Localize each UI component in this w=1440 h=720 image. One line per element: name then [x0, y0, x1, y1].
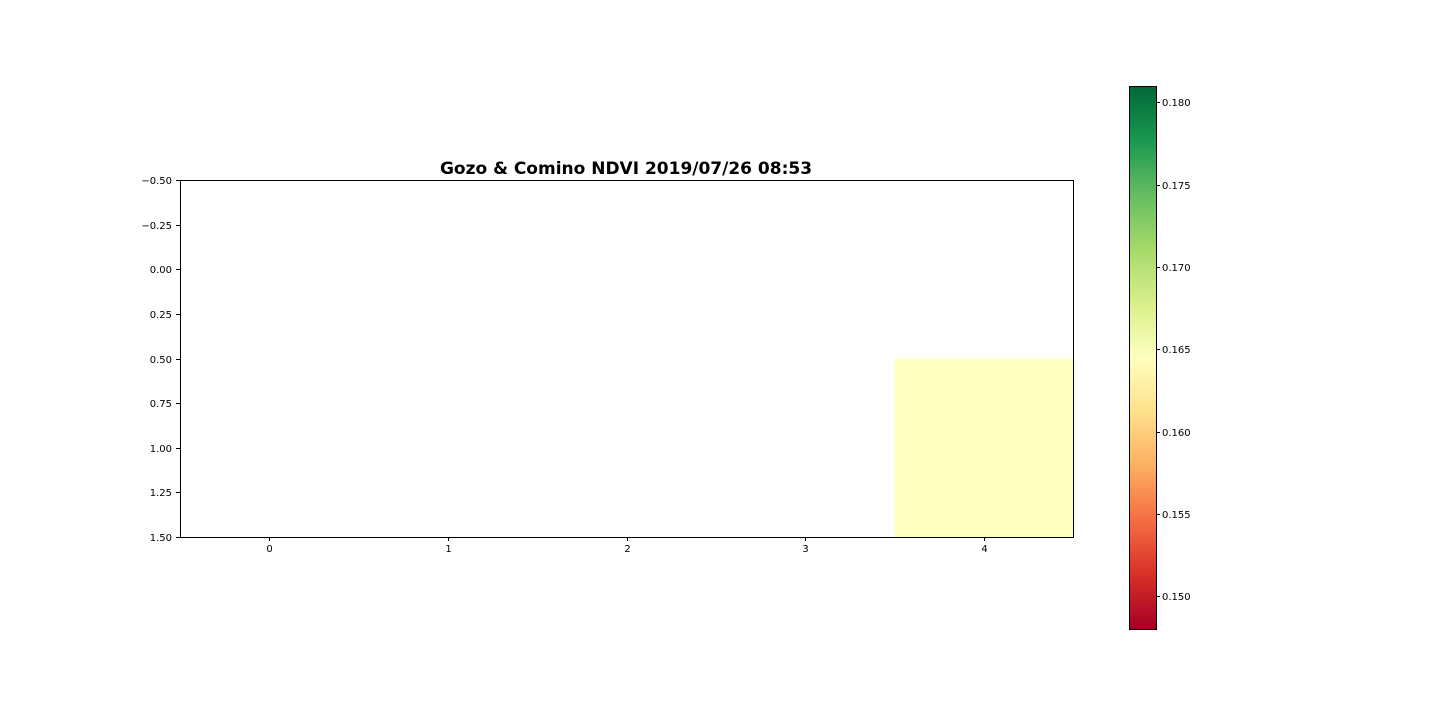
y-tick-label: 1.00 — [150, 444, 172, 455]
chart-title: Gozo & Comino NDVI 2019/07/26 08:53 — [440, 159, 812, 179]
colorbar-tick-label: 0.160 — [1162, 428, 1191, 439]
colorbar-tick-label: 0.175 — [1162, 181, 1191, 192]
y-tick-label: −0.50 — [141, 176, 172, 187]
colorbar-tick-label: 0.150 — [1162, 592, 1191, 603]
x-tick-label: 4 — [981, 544, 987, 555]
colorbar-tick-label: 0.155 — [1162, 510, 1191, 521]
x-tick-label: 0 — [266, 544, 272, 555]
x-tick-label: 3 — [802, 544, 808, 555]
y-tick-label: 1.50 — [150, 533, 172, 544]
y-tick-label: 0.75 — [150, 399, 172, 410]
heatmap-cell-0 — [894, 358, 1073, 537]
y-tick-label: −0.25 — [141, 221, 172, 232]
colorbar-tick-label: 0.165 — [1162, 345, 1191, 356]
colorbar-tick-label: 0.170 — [1162, 263, 1191, 274]
y-tick-label: 1.25 — [150, 488, 172, 499]
colorbar-ticks: 0.150 0.155 0.160 0.165 0.170 0.175 0.180 — [1156, 98, 1191, 603]
y-tick-label: 0.50 — [150, 355, 172, 366]
y-tick-label: 0.25 — [150, 310, 172, 321]
x-tick-label: 2 — [624, 544, 630, 555]
plot-area — [180, 180, 1074, 538]
x-tick-label: 1 — [445, 544, 451, 555]
heatmap-cells — [894, 358, 1073, 537]
colorbar-gradient — [1129, 86, 1157, 630]
y-axis: −0.50 −0.25 0.00 0.25 0.50 0.75 1.00 1.25 1.50 — [141, 176, 180, 544]
colorbar-tick-label: 0.180 — [1162, 98, 1191, 109]
colorbar-frame — [1129, 86, 1157, 630]
y-tick-label: 0.00 — [150, 265, 172, 276]
x-axis: 0 1 2 3 4 — [266, 537, 988, 555]
colorbar: 0.150 0.155 0.160 0.165 0.170 0.175 0.180 — [1129, 86, 1191, 630]
